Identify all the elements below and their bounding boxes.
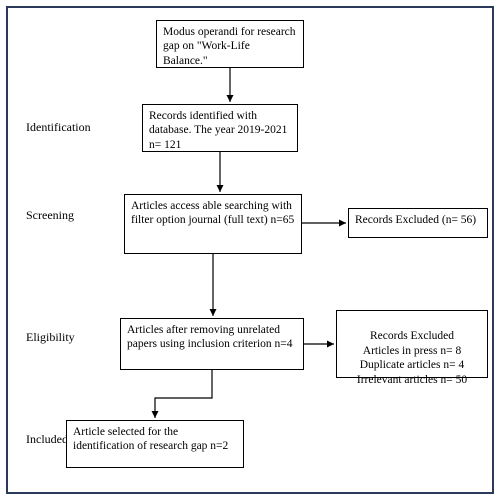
node-excluded-1: Records Excluded (n= 56) xyxy=(348,208,488,238)
node-excluded-2: Records Excluded Articles in press n= 8 … xyxy=(336,310,488,378)
node-excluded-2-text: Records Excluded Articles in press n= 8 … xyxy=(357,330,467,385)
node-modus-operandi: Modus operandi for research gap on "Work… xyxy=(156,20,304,68)
stage-label-identification: Identification xyxy=(26,120,91,135)
node-articles-accessible: Articles access able searching with filt… xyxy=(124,194,302,254)
node-articles-after-removing: Articles after removing unrelated papers… xyxy=(120,318,304,370)
stage-label-eligibility: Eligibility xyxy=(26,330,75,345)
arrow-n4-n5 xyxy=(155,370,212,418)
node-records-identified: Records identified with database. The ye… xyxy=(142,104,298,152)
node-article-selected: Article selected for the identification … xyxy=(66,420,244,468)
stage-label-screening: Screening xyxy=(26,208,74,223)
diagram-frame: Identification Screening Eligibility Inc… xyxy=(6,6,494,494)
stage-label-included: Included xyxy=(26,432,68,447)
